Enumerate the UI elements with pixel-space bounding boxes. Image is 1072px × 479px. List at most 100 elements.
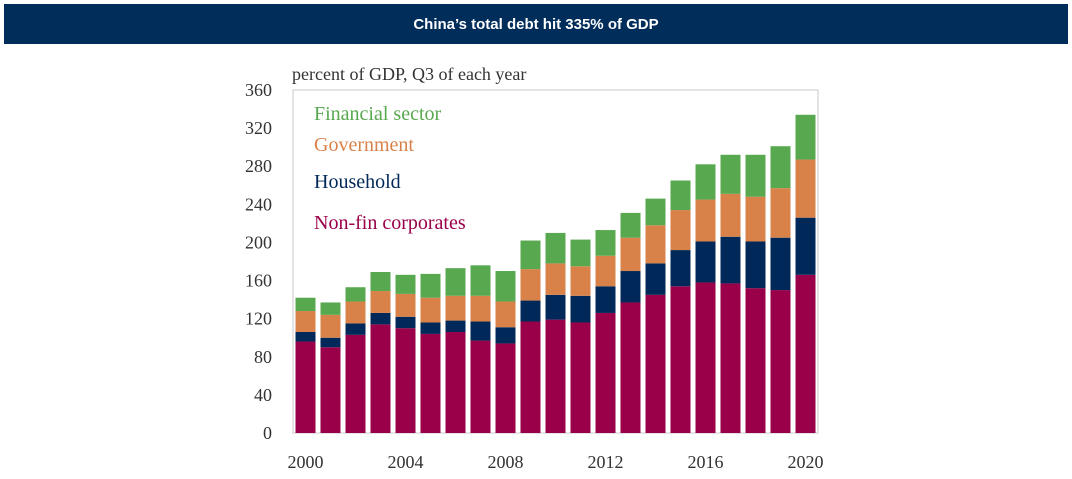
legend-entry: Government [314, 134, 414, 156]
bar-non-fin-corporates-2002 [345, 334, 366, 433]
legend-entry: Non-fin corporates [314, 212, 466, 234]
bar-non-fin-corporates-2011 [570, 322, 591, 433]
y-tick-label: 120 [245, 309, 272, 329]
chart-header-banner: China’s total debt hit 335% of GDP [4, 4, 1068, 44]
x-tick-label: 2012 [588, 452, 624, 472]
bar-financial-sector-2015 [670, 180, 691, 211]
bar-government-2010 [545, 263, 566, 295]
bar-financial-sector-2012 [595, 230, 616, 256]
bar-financial-sector-2005 [420, 273, 441, 298]
bar-household-2016 [695, 241, 716, 283]
bar-government-2019 [770, 188, 791, 238]
bar-household-2013 [620, 271, 641, 303]
bar-household-2012 [595, 286, 616, 313]
y-tick-label: 360 [245, 80, 272, 100]
bar-layer [295, 114, 816, 433]
bar-household-2015 [670, 250, 691, 287]
bar-government-2007 [470, 295, 491, 322]
bar-financial-sector-2019 [770, 146, 791, 189]
bar-government-2020 [795, 159, 816, 218]
bar-household-2001 [320, 337, 341, 348]
bar-financial-sector-2000 [295, 297, 316, 312]
chart-header-title: China’s total debt hit 335% of GDP [413, 15, 659, 33]
y-tick-label: 320 [245, 118, 272, 138]
bar-non-fin-corporates-2000 [295, 341, 316, 433]
bar-financial-sector-2001 [320, 302, 341, 315]
bar-government-2005 [420, 297, 441, 323]
bar-non-fin-corporates-2001 [320, 347, 341, 433]
x-tick-label: 2004 [388, 452, 424, 472]
bar-household-2011 [570, 295, 591, 323]
y-tick-label: 80 [254, 347, 272, 367]
x-tick-label: 2020 [788, 452, 824, 472]
bar-non-fin-corporates-2016 [695, 282, 716, 433]
bar-government-2003 [370, 291, 391, 313]
bar-government-2015 [670, 210, 691, 251]
bar-non-fin-corporates-2014 [645, 294, 666, 433]
bar-household-2019 [770, 237, 791, 291]
x-tick-label: 2000 [288, 452, 324, 472]
bar-household-2010 [545, 294, 566, 320]
bar-financial-sector-2004 [395, 274, 416, 294]
bar-non-fin-corporates-2008 [495, 343, 516, 433]
bar-household-2004 [395, 316, 416, 329]
bar-government-2004 [395, 293, 416, 317]
bar-non-fin-corporates-2020 [795, 274, 816, 433]
legend: Financial sector Government Household Non-f… [314, 103, 466, 234]
bar-financial-sector-2018 [745, 154, 766, 197]
bar-non-fin-corporates-2006 [445, 332, 466, 433]
bar-household-2014 [645, 263, 666, 295]
bar-financial-sector-2007 [470, 265, 491, 296]
legend-entry: Financial sector [314, 103, 442, 125]
bar-household-2005 [420, 322, 441, 334]
x-tick-label: 2016 [688, 452, 724, 472]
bar-government-2008 [495, 301, 516, 328]
bar-government-2014 [645, 225, 666, 264]
y-tick-label: 200 [245, 232, 272, 252]
bar-financial-sector-2009 [520, 240, 541, 270]
bar-household-2002 [345, 323, 366, 335]
y-tick-label: 240 [245, 194, 272, 214]
bar-household-2017 [720, 236, 741, 284]
bar-government-2018 [745, 196, 766, 242]
y-tick-label: 0 [263, 423, 272, 443]
bar-household-2009 [520, 300, 541, 322]
bar-non-fin-corporates-2017 [720, 283, 741, 433]
bar-financial-sector-2003 [370, 271, 391, 292]
bar-non-fin-corporates-2003 [370, 324, 391, 433]
bar-non-fin-corporates-2019 [770, 290, 791, 433]
bar-non-fin-corporates-2012 [595, 312, 616, 433]
bar-non-fin-corporates-2010 [545, 319, 566, 433]
x-axis-ticks: 2000 2004 2008 2012 2016 2020 [288, 452, 824, 472]
bar-financial-sector-2016 [695, 164, 716, 200]
bar-non-fin-corporates-2009 [520, 321, 541, 433]
bar-financial-sector-2008 [495, 271, 516, 302]
bar-government-2002 [345, 301, 366, 324]
bar-non-fin-corporates-2007 [470, 340, 491, 433]
legend-entry: Household [314, 171, 401, 193]
unit-label: percent of GDP, Q3 of each year [292, 64, 526, 84]
bar-non-fin-corporates-2004 [395, 328, 416, 433]
bar-financial-sector-2006 [445, 268, 466, 296]
bar-government-2016 [695, 199, 716, 242]
bar-non-fin-corporates-2015 [670, 286, 691, 433]
bar-household-2000 [295, 332, 316, 342]
bar-government-2011 [570, 266, 591, 296]
bar-household-2008 [495, 327, 516, 344]
bar-household-2007 [470, 321, 491, 341]
bar-financial-sector-2013 [620, 212, 641, 238]
bar-financial-sector-2002 [345, 287, 366, 302]
bar-household-2003 [370, 312, 391, 325]
bar-government-2006 [445, 295, 466, 321]
bar-financial-sector-2020 [795, 114, 816, 160]
bar-household-2006 [445, 320, 466, 332]
bar-government-2017 [720, 193, 741, 237]
bar-financial-sector-2014 [645, 198, 666, 226]
bar-non-fin-corporates-2018 [745, 288, 766, 433]
bar-non-fin-corporates-2005 [420, 333, 441, 433]
y-tick-label: 40 [254, 385, 272, 405]
bar-government-2013 [620, 237, 641, 272]
y-tick-label: 160 [245, 271, 272, 291]
x-tick-label: 2008 [488, 452, 524, 472]
